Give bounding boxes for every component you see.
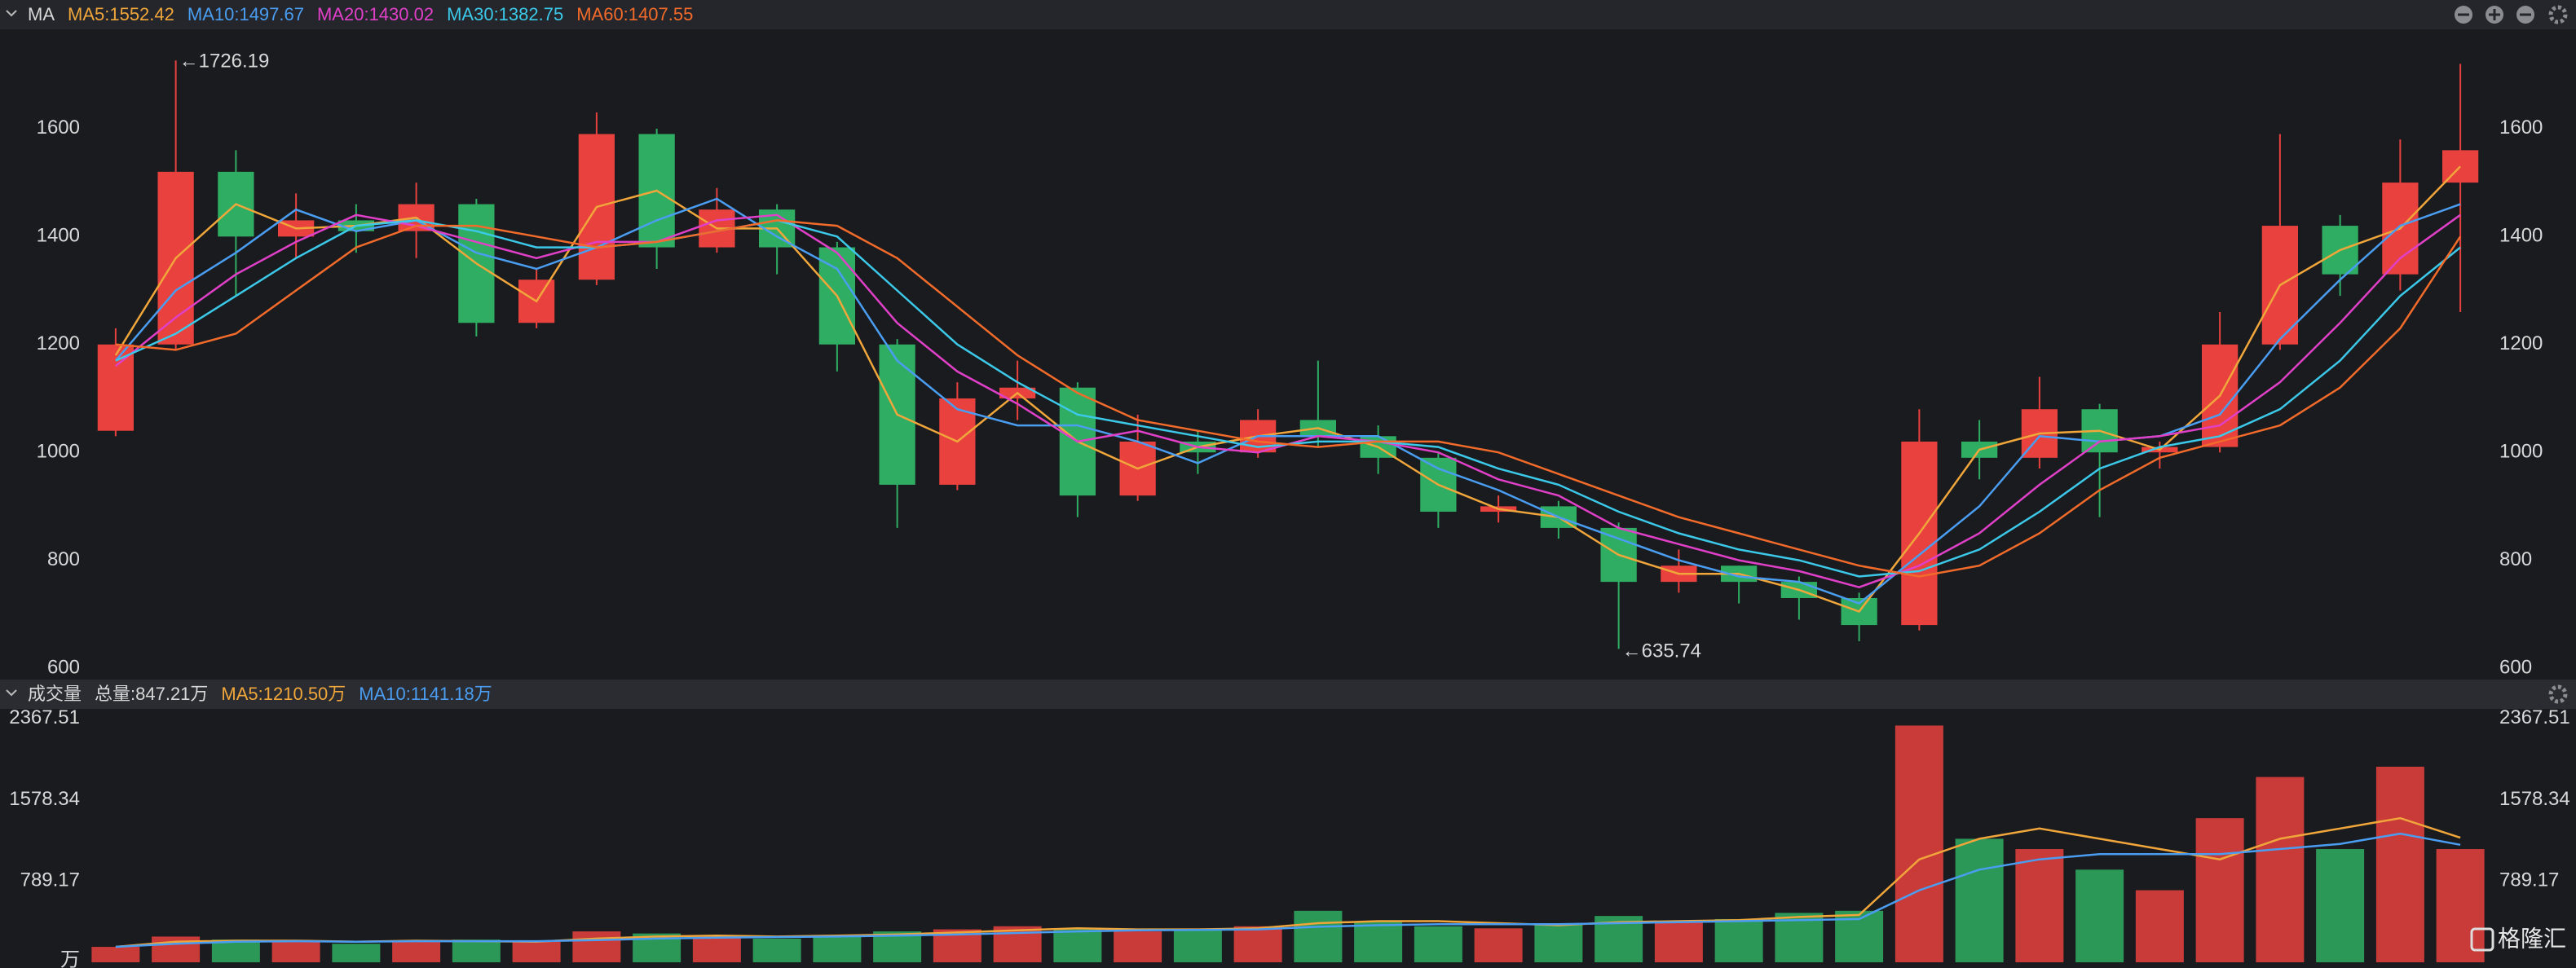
volume-bar [1294, 910, 1343, 962]
y-tick-label: 800 [47, 548, 80, 570]
y-tick-label: 1200 [2499, 332, 2543, 354]
price-legend: MA MA5:1552.42 MA10:1497.67 MA20:1430.02 MA… [28, 4, 693, 24]
y-tick-label: 1578.34 [9, 788, 80, 810]
volume-bar [2195, 818, 2244, 962]
volume-bar [91, 947, 140, 962]
y-tick-label: 1200 [37, 332, 80, 354]
volume-bar [211, 939, 260, 962]
candle-body [97, 344, 134, 431]
volume-bar [392, 941, 441, 962]
icon-glyph [2493, 9, 2496, 20]
legend-entry: MA20:1430.02 [317, 4, 434, 24]
collapse-icon[interactable] [6, 10, 17, 17]
volume-bar [1955, 838, 2004, 962]
legend-total: 总量:847.21万 [95, 684, 208, 704]
volume-bar [752, 938, 801, 962]
volume-bar [572, 931, 621, 962]
y-tick-label: 1600 [37, 117, 80, 139]
watermark: 格隆汇 [2498, 926, 2566, 951]
y-tick-label: 万 [60, 948, 80, 968]
watermark-logo [2470, 927, 2494, 952]
price-header [0, 0, 2576, 29]
volume-bar [2436, 849, 2485, 962]
y-tick-label: 1400 [37, 225, 80, 247]
settings-button[interactable] [2548, 5, 2568, 24]
volume-bar [1714, 918, 1763, 962]
volume-bar [2375, 766, 2424, 962]
volume-bar [452, 939, 501, 962]
indicator-title: 成交量 [28, 684, 82, 704]
y-tick-label: 2367.51 [2499, 706, 2570, 728]
volume-header [0, 680, 2576, 709]
ma-line [114, 197, 2461, 605]
volume-bar [1354, 921, 1403, 962]
volume-bar [271, 941, 320, 962]
volume-bar [1173, 929, 1222, 962]
volume-bar [1053, 928, 1102, 962]
collapse-icon[interactable] [6, 689, 17, 697]
legend-entry: MA60:1407.55 [576, 4, 693, 24]
y-tick-label: 600 [2499, 656, 2532, 678]
volume-bar [332, 944, 381, 962]
settings-button[interactable] [2548, 684, 2568, 704]
icon-glyph [2520, 13, 2531, 16]
y-tick-label: 1578.34 [2499, 788, 2570, 810]
legend-entry: MA30:1382.75 [447, 4, 563, 24]
y-tick-label: 800 [2499, 548, 2532, 570]
volume-bar [1654, 921, 1703, 962]
toolbar [2455, 5, 2568, 704]
y-tick-label: 789.17 [2499, 869, 2559, 891]
volume-bar [2256, 777, 2305, 962]
icon-glyph [2458, 13, 2469, 16]
legend-entry: MA5:1210.50万 [221, 684, 346, 704]
y-tick-label: 1600 [2499, 117, 2543, 139]
volume-bar [813, 935, 862, 962]
ma-line [114, 165, 2461, 613]
volume-bar [1534, 922, 1583, 962]
volume-bar [1474, 928, 1523, 962]
y-tick-label: 2367.51 [9, 706, 80, 728]
volume-bar [1414, 926, 1462, 962]
volume-bar [512, 941, 561, 962]
volume-bar [2135, 890, 2184, 962]
volume-bar [692, 936, 741, 962]
y-tick-label: 1000 [2499, 441, 2543, 463]
y-tick-label: 600 [47, 656, 80, 678]
y-tick-label: 789.17 [20, 869, 80, 891]
annotation: ←1726.19 [179, 51, 270, 73]
legend-entry: MA5:1552.42 [68, 4, 174, 24]
volume-bar [1233, 926, 1282, 962]
ma-line [115, 219, 2462, 578]
annotation: ←635.74 [1622, 640, 1701, 662]
volume-bar [2316, 849, 2365, 962]
legend-entry: MA10:1141.18万 [359, 684, 492, 704]
volume-bar [1114, 931, 1162, 962]
indicator-title: MA [28, 4, 55, 24]
volume-legend: 成交量 总量:847.21万 MA5:1210.50万 MA10:1141.18万 [28, 684, 492, 704]
volume-bar [2075, 869, 2124, 962]
y-tick-label: 1000 [37, 441, 80, 463]
ma-line [115, 832, 2461, 948]
volume-bar [1895, 725, 1943, 962]
y-tick-label: 1400 [2499, 225, 2543, 247]
legend-entry: MA10:1497.67 [187, 4, 304, 24]
volume-bar [2015, 849, 2064, 962]
